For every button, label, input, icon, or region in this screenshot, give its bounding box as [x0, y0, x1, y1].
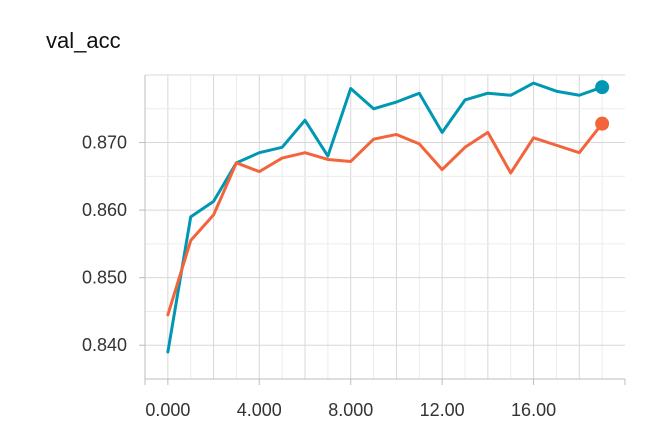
y-tick-label: 0.860 [82, 200, 127, 220]
x-tick-label: 0.000 [145, 400, 190, 420]
x-tick-label: 4.000 [237, 400, 282, 420]
y-tick-label: 0.870 [82, 133, 127, 153]
x-tick-label: 16.00 [511, 400, 556, 420]
series-group [166, 80, 610, 354]
series-end-marker-1 [595, 80, 610, 95]
series-line-2 [166, 122, 604, 317]
y-tick-label: 0.840 [82, 335, 127, 355]
axes [139, 75, 626, 385]
chart-title: val_acc [46, 28, 121, 53]
x-tick-label: 8.000 [328, 400, 373, 420]
series-end-marker-2 [595, 116, 610, 131]
y-tick-label: 0.850 [82, 268, 127, 288]
tick-labels: 0.000 4.000 8.000 12.00 16.00 0.840 0.850 0.860… [82, 133, 556, 420]
x-tick-label: 12.00 [420, 400, 465, 420]
grid [145, 74, 625, 379]
series-line-1 [166, 81, 604, 354]
